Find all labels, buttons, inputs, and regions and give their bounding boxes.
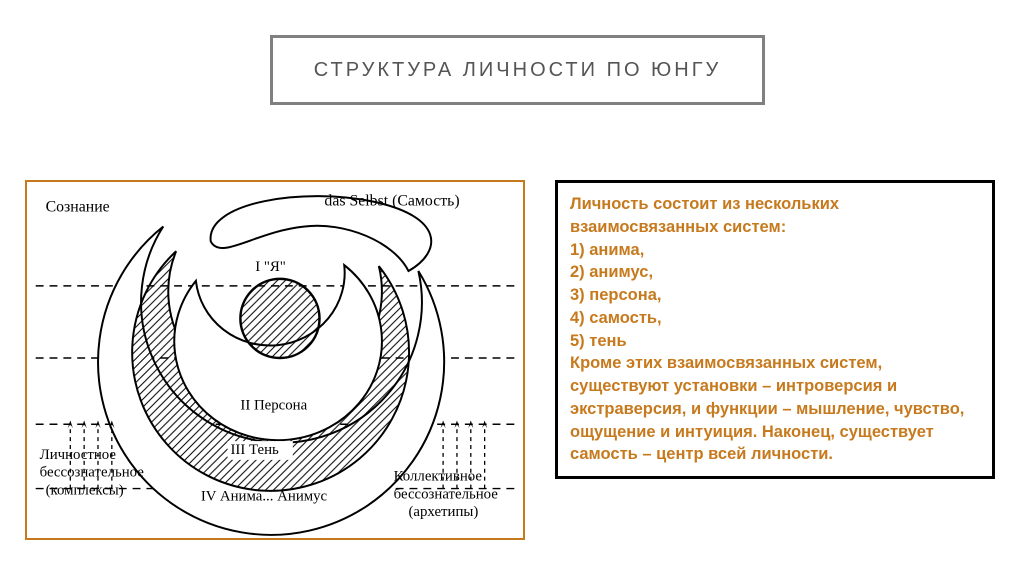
diagram-label: Личностное [40,447,117,463]
diagram-label: (комплексы) [46,482,124,498]
description-line: 5) тень [570,330,980,353]
description-line: 1) анима, [570,239,980,262]
diagram-label: Сознание [46,199,110,216]
ego-circle [240,279,319,358]
page-title: СТРУКТУРА ЛИЧНОСТИ ПО ЮНГУ [314,59,722,82]
diagram-label: I "Я" [255,259,286,275]
jung-diagram: Сознание das Selbst (Самость) I "Я" II Перс… [25,180,525,540]
diagram-label: das Selbst (Самость) [324,193,459,210]
description-box: Личность состоит из нескольких взаимосвя… [555,180,995,479]
description-line: 3) персона, [570,284,980,307]
title-box: СТРУКТУРА ЛИЧНОСТИ ПО ЮНГУ [270,35,765,105]
description-line: 2) анимус, [570,261,980,284]
diagram-label: IV Анима... Анимус [201,488,328,504]
description-line: 4) самость, [570,307,980,330]
diagram-label: Коллективное [394,469,483,485]
diagram-label: бессознательное [394,486,499,502]
diagram-label: II Персона [240,397,307,413]
diagram-label: бессознательное [40,465,145,481]
description-line: Личность состоит из нескольких взаимосвя… [570,193,980,239]
diagram-label: (архетипы) [408,504,478,520]
description-line: Кроме этих взаимосвязанных систем, сущес… [570,352,980,466]
diagram-label: III Тень [230,442,279,458]
